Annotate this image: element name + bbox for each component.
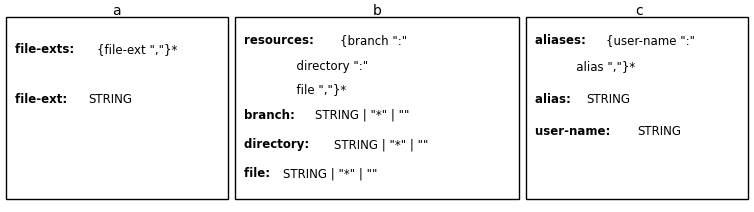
Text: STRING: STRING (637, 125, 681, 138)
Text: file-exts:: file-exts: (15, 43, 78, 56)
Text: file ","}*: file ","}* (244, 83, 347, 96)
Text: directory:: directory: (244, 138, 314, 151)
Text: branch:: branch: (244, 109, 299, 122)
Bar (6, 17, 228, 199)
Text: a: a (112, 4, 121, 18)
Text: file:: file: (244, 167, 274, 180)
Bar (235, 17, 519, 199)
Text: STRING | "*" | "": STRING | "*" | "" (315, 109, 409, 122)
Text: {file-ext ","}*: {file-ext ","}* (97, 43, 177, 56)
Text: STRING: STRING (586, 92, 630, 106)
Bar (526, 17, 748, 199)
Text: alias ","}*: alias ","}* (535, 60, 635, 73)
Text: alias:: alias: (535, 92, 575, 106)
Text: b: b (372, 4, 382, 18)
Text: STRING | "*" | "": STRING | "*" | "" (334, 138, 428, 151)
Text: {user-name ":": {user-name ":" (605, 34, 694, 47)
Text: STRING | "*" | "": STRING | "*" | "" (284, 167, 378, 180)
Text: file-ext:: file-ext: (15, 92, 72, 106)
Text: c: c (636, 4, 643, 18)
Text: directory ":": directory ":" (244, 60, 369, 73)
Text: {branch ":": {branch ":" (340, 34, 407, 47)
Text: user-name:: user-name: (535, 125, 614, 138)
Text: aliases:: aliases: (535, 34, 590, 47)
Text: resources:: resources: (244, 34, 318, 47)
Text: STRING: STRING (87, 92, 132, 106)
